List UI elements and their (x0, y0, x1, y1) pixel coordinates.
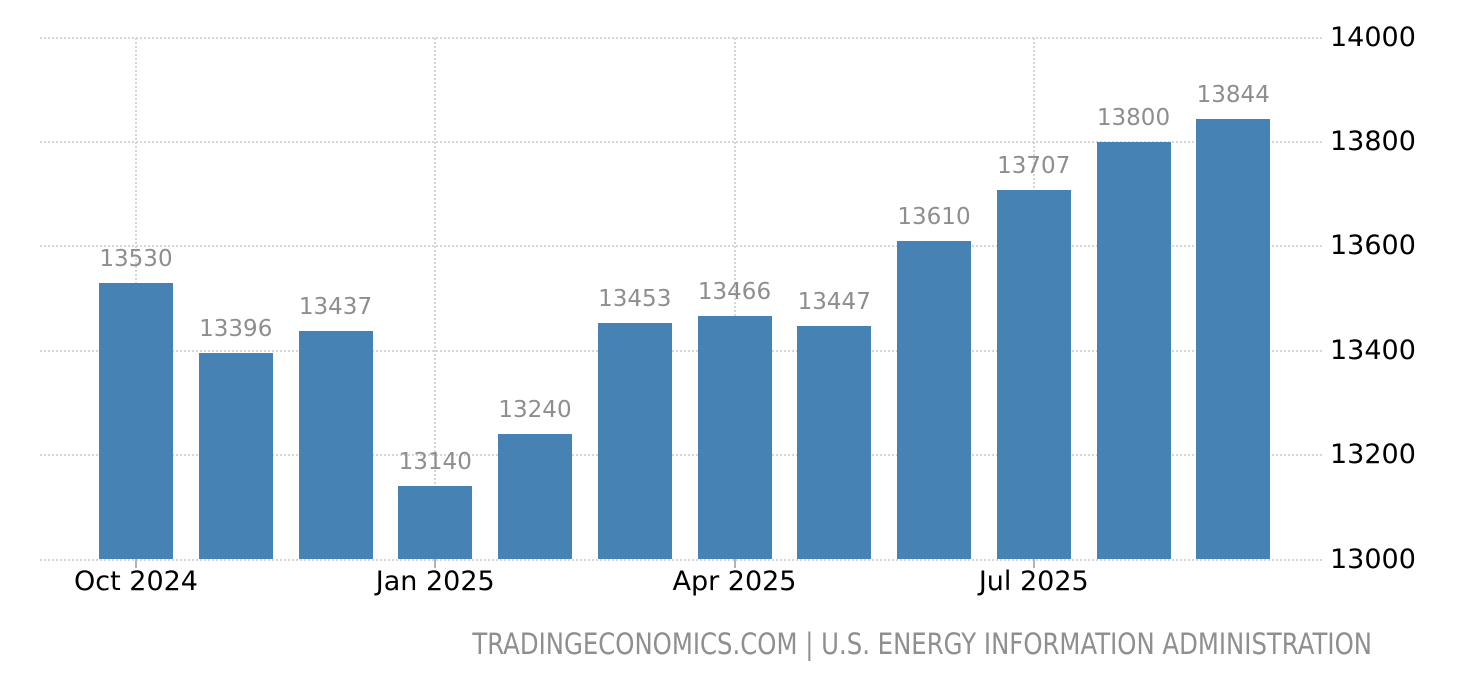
bar-value-label: 13530 (99, 245, 173, 272)
y-axis-tick-label: 13000 (1330, 543, 1416, 575)
x-axis-tick-label: Apr 2025 (672, 566, 797, 597)
bar-value-label: 13610 (897, 204, 971, 231)
bar-feb-2025[interactable] (498, 434, 572, 560)
bar-nov-2024[interactable] (198, 352, 273, 560)
bar-mar-2025[interactable] (597, 323, 672, 560)
h-gridline (40, 245, 1322, 248)
bar-value-label: 13447 (797, 289, 871, 316)
x-tick-mark (1032, 559, 1035, 568)
bar-value-label: 13800 (1096, 104, 1171, 131)
h-gridline (40, 454, 1322, 457)
bar-apr-2025[interactable] (697, 316, 772, 560)
h-gridline (40, 558, 1322, 561)
bar-jul-2025[interactable] (996, 190, 1071, 560)
y-axis-tick-label: 14000 (1330, 21, 1416, 53)
bar-value-label: 13453 (598, 286, 672, 313)
y-axis-tick-label: 13200 (1330, 439, 1416, 471)
v-gridline (434, 37, 437, 560)
bar-may-2025[interactable] (797, 326, 872, 560)
h-gridline (40, 140, 1322, 143)
bar-value-label: 13140 (398, 449, 472, 476)
v-gridline (733, 37, 736, 560)
x-axis-tick-label: Oct 2024 (74, 566, 198, 597)
x-axis-tick-label: Jan 2025 (375, 566, 495, 597)
x-axis-tick-label: Jul 2025 (978, 566, 1089, 597)
x-tick-mark (135, 559, 137, 568)
bar-aug-2025[interactable] (1096, 141, 1171, 560)
bar-value-label: 13396 (199, 315, 273, 342)
y-axis-tick-label: 13800 (1330, 125, 1416, 157)
bar-dec-2024[interactable] (298, 331, 373, 560)
bar-value-label: 13437 (298, 294, 373, 321)
x-tick-mark (733, 559, 736, 568)
bar-sep-2025[interactable] (1196, 118, 1271, 560)
y-axis-tick-label: 13600 (1330, 230, 1416, 262)
x-tick-mark (434, 559, 437, 568)
bar-oct-2024[interactable] (99, 282, 173, 560)
bar-value-label: 13707 (997, 153, 1071, 180)
bar-jun-2025[interactable] (897, 241, 971, 560)
h-gridline (40, 36, 1322, 39)
source-attribution: TRADINGECONOMICS.COM | U.S. ENERGY INFOR… (472, 627, 1372, 661)
bar-value-label: 13240 (498, 397, 572, 424)
h-gridline (40, 349, 1322, 352)
bar-jan-2025[interactable] (398, 486, 473, 560)
y-axis-tick-label: 13400 (1330, 334, 1416, 366)
bar-value-label: 13466 (697, 279, 772, 306)
bar-value-label: 13844 (1196, 81, 1270, 108)
